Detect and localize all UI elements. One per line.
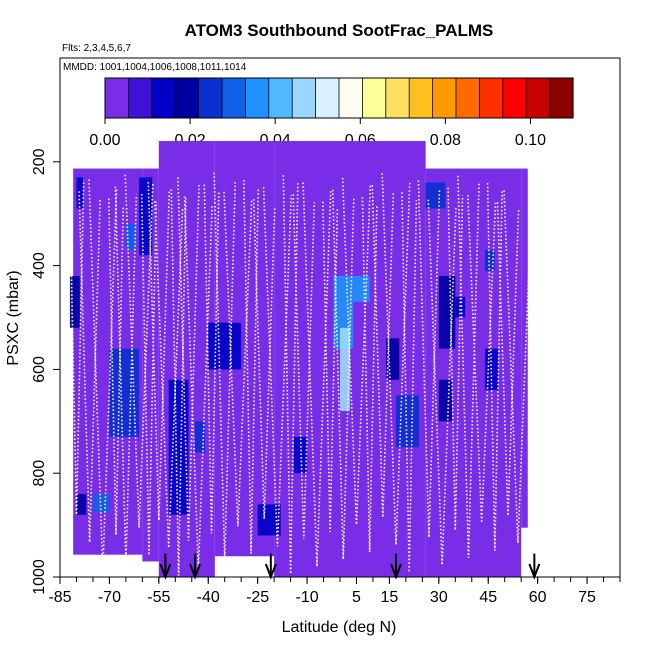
anomaly-cell	[69, 275, 80, 328]
y-tick-label: 200	[31, 148, 48, 175]
colorbar-swatch	[362, 78, 387, 118]
x-tick-label: 60	[529, 589, 547, 606]
x-tick-label: -10	[295, 589, 318, 606]
flight-track	[147, 182, 171, 521]
flight-track	[427, 199, 457, 566]
x-tick-label: -70	[98, 589, 121, 606]
flight-track	[140, 193, 157, 556]
x-tick-label: 30	[430, 589, 448, 606]
colorbar-swatch	[222, 78, 246, 118]
colorbar: 0.00 0.02 0.04 0.06 0.08 0.10	[89, 77, 574, 149]
flight-track	[457, 175, 480, 558]
flight-track	[107, 198, 125, 535]
anomaly-cell	[353, 275, 370, 302]
flight-track	[170, 189, 187, 576]
flight-track	[203, 184, 220, 534]
x-tick-label: 5	[352, 589, 361, 606]
colorbar-swatch	[105, 78, 129, 118]
flight-track	[177, 177, 200, 541]
flight-track	[88, 179, 118, 570]
colorbar-swatch	[502, 78, 527, 118]
colorbar-swatch	[432, 78, 457, 118]
colorbar-swatch	[409, 78, 434, 118]
flight-track	[417, 180, 441, 538]
colorbar-swatch	[175, 78, 200, 118]
x-tick-label: -55	[147, 589, 170, 606]
flight-track	[401, 192, 418, 573]
x-tick-label: -40	[197, 589, 220, 606]
colorbar-swatch	[456, 78, 480, 118]
x-tick-label: -25	[246, 589, 269, 606]
colorbar-swatch	[198, 78, 223, 118]
colorbar-swatch	[268, 78, 293, 118]
flight-track	[486, 183, 503, 551]
x-tick-label: -85	[48, 589, 71, 606]
mmdd-label: MMDD: 1001,1004,1006,1008,1011,1014	[63, 62, 247, 73]
colorbar-swatch	[292, 78, 317, 118]
anomaly-cell	[293, 436, 308, 474]
flight-track	[341, 177, 372, 525]
flight-track	[322, 201, 339, 532]
flights-label: Flts: 2,3,4,5,6,7	[62, 43, 131, 54]
flight-track	[292, 194, 316, 540]
anomaly-cell	[208, 322, 242, 370]
y-tick-label: 600	[31, 356, 48, 383]
flight-track	[371, 185, 395, 518]
y-tick-label: 1000	[31, 559, 48, 595]
anomaly-cell	[438, 379, 452, 422]
anomaly-cell	[257, 504, 281, 536]
colorbar-tick-label: 0.10	[515, 132, 546, 149]
colorbar-swatch	[479, 78, 504, 118]
flight-track	[331, 189, 355, 560]
flight-track	[223, 191, 253, 527]
anomaly-cell	[76, 493, 87, 515]
anomaly-cell	[125, 224, 136, 251]
x-tick-label: 75	[578, 589, 596, 606]
colorbar-swatch	[549, 78, 574, 118]
y-axis-label: PSXC (mbar)	[5, 270, 22, 365]
colorbar-swatch	[151, 78, 176, 118]
plot-area: MMDD: 1001,1004,1006,1008,1011,1014 0.00…	[59, 57, 621, 580]
x-axis-label: Latitude (deg N)	[282, 619, 397, 636]
x-tick-label: 15	[381, 589, 399, 606]
anomaly-cell	[340, 327, 350, 411]
colorbar-border	[104, 77, 574, 119]
anomaly-cell	[455, 296, 466, 318]
colorbar-swatch	[526, 78, 551, 118]
flight-track	[243, 179, 260, 554]
colorbar-tick-label: 0.00	[89, 132, 120, 149]
y-tick-label: 400	[31, 252, 48, 279]
flight-track	[262, 187, 293, 547]
colorbar-swatch	[339, 78, 363, 118]
anomaly-cell	[396, 395, 420, 448]
coverage-cell	[521, 168, 528, 528]
colorbar-tick-label: 0.08	[430, 132, 461, 149]
anomaly-cell	[109, 348, 140, 437]
coverage-cell	[142, 168, 159, 562]
flight-track	[381, 173, 411, 545]
anomaly-cell	[425, 182, 446, 209]
y-axis: 200 400 600 800 1000	[31, 58, 61, 595]
flight-track	[496, 202, 520, 516]
anomaly-cell	[76, 177, 84, 209]
anomaly-cell	[195, 421, 205, 453]
colorbar-swatch	[315, 78, 340, 118]
colorbar-swatch	[128, 78, 153, 118]
chart-title: ATOM3 Southbound SootFrac_PALMS	[185, 21, 494, 40]
flight-track	[154, 201, 184, 548]
x-axis: -85 -70 -55 -40 -25 -10 5 15 30 45 60 75	[48, 576, 621, 606]
flight-track	[282, 175, 299, 574]
y-tick-label: 800	[31, 460, 48, 487]
colorbar-swatch	[385, 78, 410, 118]
heatmap	[68, 141, 533, 577]
x-tick-label: 45	[479, 589, 497, 606]
colorbar-swatch	[245, 78, 270, 118]
anomaly-cell	[484, 250, 495, 271]
